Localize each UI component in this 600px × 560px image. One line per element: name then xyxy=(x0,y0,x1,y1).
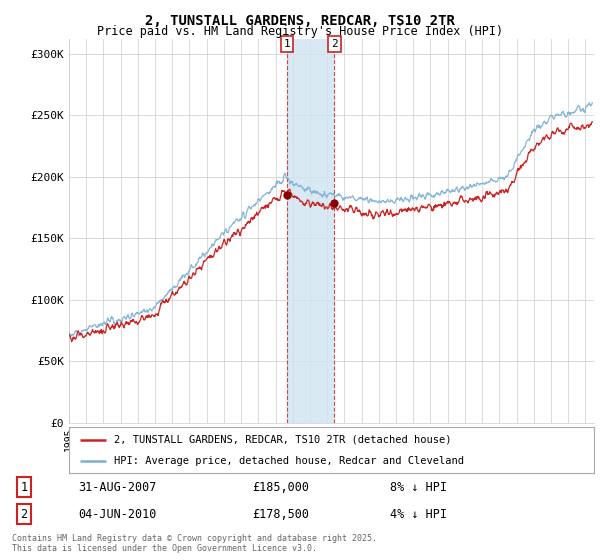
Text: 2: 2 xyxy=(331,39,338,49)
Text: Price paid vs. HM Land Registry's House Price Index (HPI): Price paid vs. HM Land Registry's House … xyxy=(97,25,503,38)
Text: 2: 2 xyxy=(20,507,28,521)
Text: HPI: Average price, detached house, Redcar and Cleveland: HPI: Average price, detached house, Redc… xyxy=(113,456,464,466)
Text: 2, TUNSTALL GARDENS, REDCAR, TS10 2TR: 2, TUNSTALL GARDENS, REDCAR, TS10 2TR xyxy=(145,14,455,28)
Text: 04-JUN-2010: 04-JUN-2010 xyxy=(78,507,157,521)
Text: 2, TUNSTALL GARDENS, REDCAR, TS10 2TR (detached house): 2, TUNSTALL GARDENS, REDCAR, TS10 2TR (d… xyxy=(113,435,451,445)
Text: £185,000: £185,000 xyxy=(252,480,309,494)
Text: £178,500: £178,500 xyxy=(252,507,309,521)
Text: 31-AUG-2007: 31-AUG-2007 xyxy=(78,480,157,494)
Bar xyxy=(287,39,334,423)
Text: 1: 1 xyxy=(284,39,290,49)
Text: Contains HM Land Registry data © Crown copyright and database right 2025.
This d: Contains HM Land Registry data © Crown c… xyxy=(12,534,377,553)
Text: 8% ↓ HPI: 8% ↓ HPI xyxy=(390,480,447,494)
Text: 4% ↓ HPI: 4% ↓ HPI xyxy=(390,507,447,521)
Text: 1: 1 xyxy=(20,480,28,494)
